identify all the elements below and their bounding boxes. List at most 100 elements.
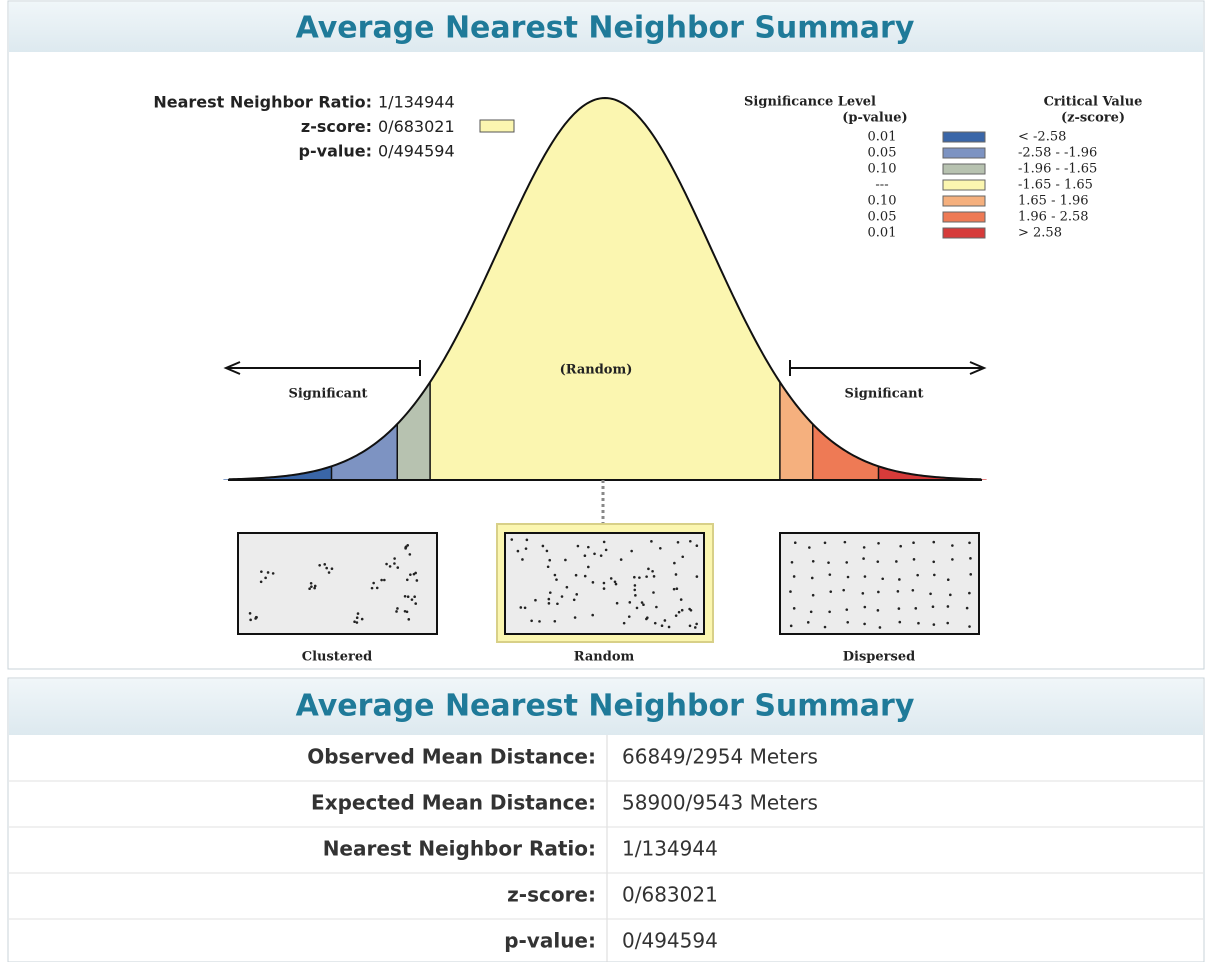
point: [566, 586, 569, 589]
point: [615, 583, 618, 586]
stat-label: z-score:: [301, 117, 372, 136]
point: [556, 602, 559, 605]
point: [862, 592, 865, 595]
point: [681, 609, 684, 612]
point: [409, 553, 412, 556]
point: [876, 560, 879, 563]
stat-label: p-value:: [299, 142, 372, 161]
point: [676, 587, 679, 590]
point: [688, 608, 691, 611]
point: [681, 555, 684, 558]
point: [371, 587, 374, 590]
legend-p: ---: [875, 178, 888, 193]
point: [968, 592, 971, 595]
point: [592, 581, 595, 584]
point: [912, 541, 915, 544]
point: [968, 625, 971, 628]
point: [678, 611, 681, 614]
point: [361, 618, 364, 621]
point: [616, 602, 619, 605]
point: [881, 577, 884, 580]
point: [260, 580, 263, 583]
point: [254, 617, 257, 620]
point: [416, 579, 419, 582]
point: [623, 622, 626, 625]
point: [372, 582, 375, 585]
stat-value: 0/683021: [378, 117, 455, 136]
point: [260, 570, 263, 573]
row-value: 58900/9543 Meters: [622, 791, 818, 815]
point: [824, 626, 827, 629]
legend-swatch: [943, 212, 985, 222]
point: [966, 607, 969, 610]
point: [396, 607, 399, 610]
point: [393, 557, 396, 560]
legend-swatch: [943, 228, 985, 238]
point: [898, 578, 901, 581]
point: [548, 598, 551, 601]
point: [808, 546, 811, 549]
chart-label: Significant: [844, 387, 923, 402]
point: [790, 625, 793, 628]
point: [404, 610, 407, 613]
legend-z: -1.96 - -1.65: [1018, 162, 1097, 177]
point: [404, 595, 407, 598]
legend-swatch: [943, 132, 985, 142]
point: [396, 566, 399, 569]
legend-p: 0.10: [868, 194, 897, 209]
point: [916, 574, 919, 577]
point: [812, 560, 815, 563]
point: [633, 576, 636, 579]
point: [310, 585, 313, 588]
point: [689, 540, 692, 543]
point: [546, 550, 549, 553]
row-label: z-score:: [507, 883, 596, 907]
point: [389, 565, 392, 568]
point: [946, 622, 949, 625]
point: [376, 587, 379, 590]
point: [929, 592, 932, 595]
point: [526, 539, 529, 542]
point: [328, 571, 331, 574]
point: [968, 541, 971, 544]
row-label: Expected Mean Distance:: [311, 791, 596, 815]
point: [554, 620, 557, 623]
chart-label: Significant: [288, 387, 367, 402]
point: [695, 623, 698, 626]
point: [877, 591, 880, 594]
point: [650, 540, 653, 543]
point: [932, 605, 935, 608]
point: [510, 538, 513, 541]
table-title: Average Nearest Neighbor Summary: [296, 689, 915, 724]
point: [969, 557, 972, 560]
point: [793, 575, 796, 578]
point: [380, 579, 383, 582]
point: [530, 619, 533, 622]
chart-label: (Random): [560, 363, 633, 378]
point: [356, 616, 359, 619]
point: [845, 608, 848, 611]
legend-p: 0.05: [868, 146, 897, 161]
point: [642, 603, 645, 606]
legend-header: (z-score): [1061, 111, 1125, 126]
point: [793, 607, 796, 610]
point: [675, 573, 678, 576]
point: [584, 575, 587, 578]
legend-p: 0.01: [868, 130, 897, 145]
point: [577, 545, 580, 548]
point: [862, 557, 865, 560]
point: [318, 564, 321, 567]
row-label: Observed Mean Distance:: [307, 745, 596, 769]
point: [689, 624, 692, 627]
point: [561, 595, 564, 598]
point: [313, 587, 316, 590]
legend-z: -2.58 - -1.96: [1018, 146, 1097, 161]
point: [899, 545, 902, 548]
z-score-swatch: [480, 120, 514, 132]
stat-label: Nearest Neighbor Ratio:: [153, 93, 372, 112]
point: [811, 577, 814, 580]
point: [525, 547, 528, 550]
pattern-box: [238, 533, 437, 634]
point: [659, 547, 662, 550]
point: [932, 560, 935, 563]
